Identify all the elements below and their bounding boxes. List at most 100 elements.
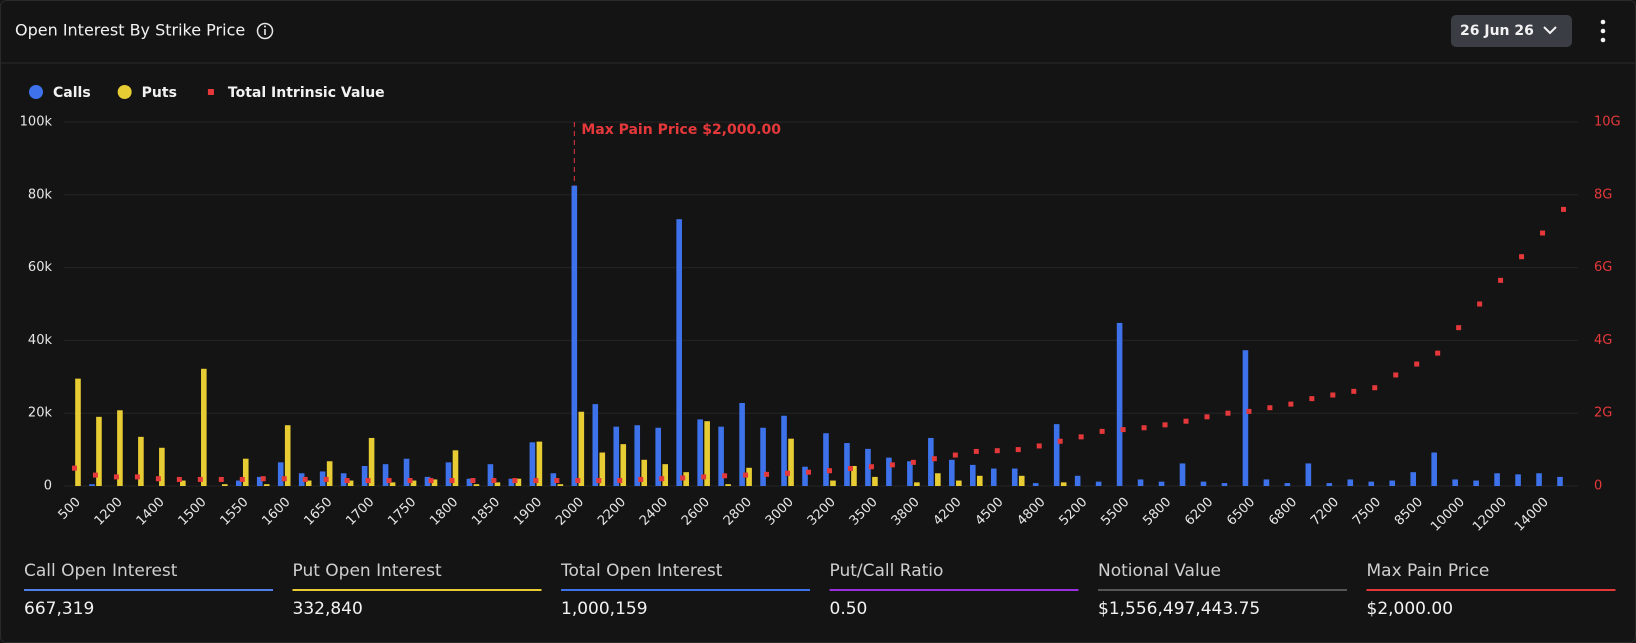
date-selector[interactable]: 26 Jun 26	[1451, 15, 1572, 47]
bar	[180, 480, 186, 486]
point	[1120, 427, 1126, 433]
point	[889, 462, 895, 468]
bar	[760, 427, 766, 486]
bar	[1305, 463, 1312, 486]
bar	[277, 462, 284, 486]
bar	[361, 465, 368, 486]
bar	[739, 403, 745, 486]
bar	[340, 473, 347, 486]
bar	[1452, 479, 1458, 486]
point	[847, 466, 853, 472]
point	[1057, 438, 1063, 444]
stat-value: 332,840	[293, 599, 363, 619]
bar	[969, 464, 976, 486]
bar	[781, 415, 787, 486]
bar	[1095, 481, 1102, 486]
point	[1435, 350, 1441, 356]
bar	[907, 461, 913, 486]
point	[931, 456, 937, 462]
point	[785, 470, 791, 476]
legend-label: Calls	[53, 85, 91, 101]
bar	[599, 452, 606, 486]
point	[764, 471, 770, 477]
bar	[928, 437, 934, 486]
info-icon[interactable]	[256, 22, 274, 40]
legend-label: Total Intrinsic Value	[228, 85, 385, 101]
bar	[368, 437, 375, 486]
point	[239, 476, 245, 482]
bar	[1060, 482, 1067, 486]
point	[92, 472, 98, 478]
bar	[802, 466, 808, 486]
legend-marker	[29, 85, 43, 99]
bar	[410, 480, 417, 486]
point	[806, 469, 812, 475]
bar	[1494, 473, 1500, 486]
bar	[452, 450, 459, 486]
bar	[494, 482, 501, 486]
point	[617, 478, 623, 484]
y-tick-label: 40k	[28, 333, 53, 348]
legend-marker	[117, 85, 132, 99]
point	[722, 473, 728, 479]
point	[533, 478, 539, 484]
stat-label: Max Pain Price	[1367, 561, 1490, 581]
bar	[872, 476, 878, 486]
point	[1330, 392, 1336, 398]
bar	[956, 480, 962, 486]
bar	[1116, 322, 1123, 486]
bar	[1389, 480, 1396, 486]
point	[134, 474, 140, 480]
bar	[1242, 350, 1249, 486]
point	[1393, 372, 1399, 378]
point	[659, 476, 665, 482]
bar	[89, 484, 95, 486]
bar	[221, 484, 228, 486]
bar	[1011, 468, 1018, 486]
menu-button[interactable]	[1600, 19, 1606, 43]
bar	[256, 476, 263, 486]
bar	[515, 478, 522, 486]
point	[1183, 418, 1189, 424]
bar	[990, 468, 997, 486]
stat-label: Put/Call Ratio	[830, 561, 944, 581]
y-tick-label: 100k	[20, 115, 53, 130]
bar	[1410, 472, 1417, 486]
bar	[424, 476, 431, 486]
point	[386, 478, 392, 484]
y2-tick-label: 8G	[1594, 187, 1612, 202]
date-selector-label: 26 Jun 26	[1460, 23, 1534, 39]
point	[470, 478, 476, 484]
point	[575, 478, 581, 484]
bar	[75, 378, 81, 486]
point	[1288, 401, 1294, 407]
point	[218, 476, 224, 482]
point	[1015, 447, 1021, 453]
point	[554, 478, 560, 484]
point	[1372, 385, 1378, 391]
point	[994, 448, 1000, 454]
point	[1414, 361, 1420, 367]
bar	[326, 461, 333, 486]
point	[302, 476, 308, 482]
point	[1225, 410, 1231, 416]
bar	[935, 473, 941, 486]
bar	[613, 426, 620, 486]
bar	[976, 475, 983, 486]
point	[344, 478, 350, 484]
bar	[466, 478, 473, 486]
bar	[1431, 452, 1437, 486]
point	[428, 478, 434, 484]
bar	[725, 484, 731, 486]
point	[638, 476, 644, 482]
point	[449, 478, 455, 484]
bar	[571, 185, 578, 486]
point	[260, 476, 266, 482]
point	[512, 478, 518, 484]
bar	[557, 484, 564, 486]
bar	[487, 464, 494, 486]
point	[1498, 277, 1504, 283]
bar	[1018, 475, 1025, 486]
point	[1351, 388, 1357, 394]
point	[323, 476, 329, 482]
